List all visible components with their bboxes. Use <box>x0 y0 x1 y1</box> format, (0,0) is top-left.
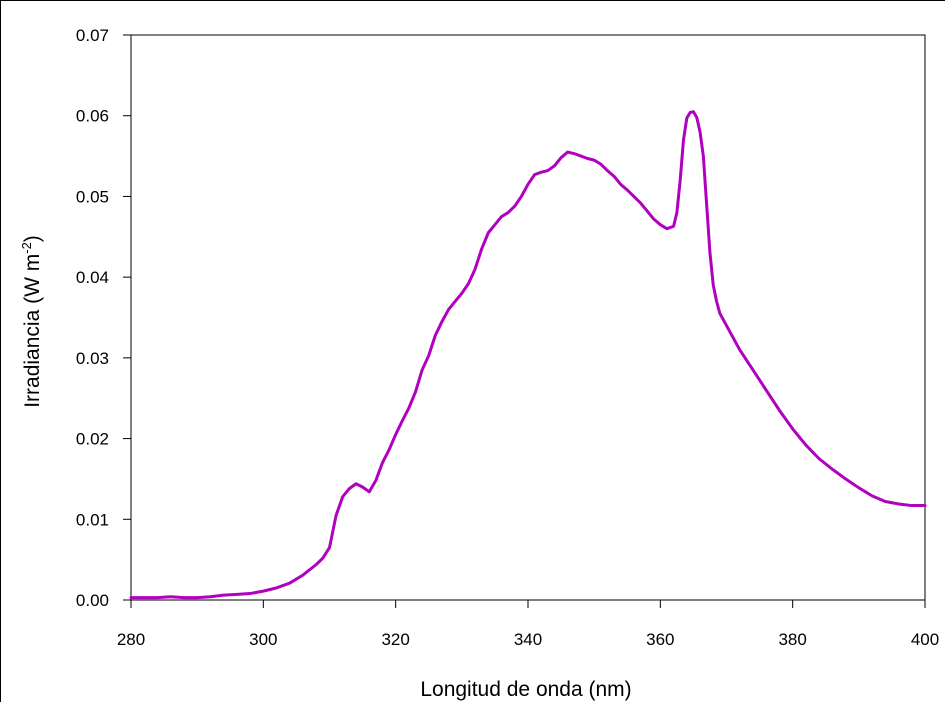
y-tick-label: 0.07 <box>76 26 109 45</box>
y-tick-label: 0.01 <box>76 510 109 529</box>
plot-frame <box>130 34 926 601</box>
y-tick-label: 0.04 <box>76 268 109 287</box>
y-axis-title: Irradiancia (W m-2) <box>19 235 44 408</box>
x-tick-label: 340 <box>514 630 542 649</box>
x-tick-label: 280 <box>117 630 145 649</box>
y-axis-title-superscript: -2 <box>19 242 34 254</box>
x-tick-label: 320 <box>381 630 409 649</box>
y-tick-label: 0.00 <box>76 591 109 610</box>
x-axis: 280 300 320 340 360 380 400 <box>117 600 939 649</box>
irradiance-line <box>129 110 927 600</box>
y-tick-label: 0.06 <box>76 107 109 126</box>
y-tick-label: 0.05 <box>76 187 109 206</box>
x-tick-label: 300 <box>249 630 277 649</box>
y-tick-label: 0.02 <box>76 430 109 449</box>
y-axis: 0.00 0.01 0.02 0.03 0.04 0.05 0.06 0.07 <box>76 26 131 610</box>
y-tick-label: 0.03 <box>76 349 109 368</box>
x-tick-label: 360 <box>646 630 674 649</box>
x-tick-label: 400 <box>911 630 939 649</box>
x-axis-title: Longitud de onda (nm) <box>420 678 631 701</box>
x-tick-label: 380 <box>778 630 806 649</box>
plot-area <box>129 34 927 601</box>
y-axis-title-main: Irradiancia (W m <box>21 254 44 408</box>
y-axis-title-close: ) <box>21 235 44 242</box>
